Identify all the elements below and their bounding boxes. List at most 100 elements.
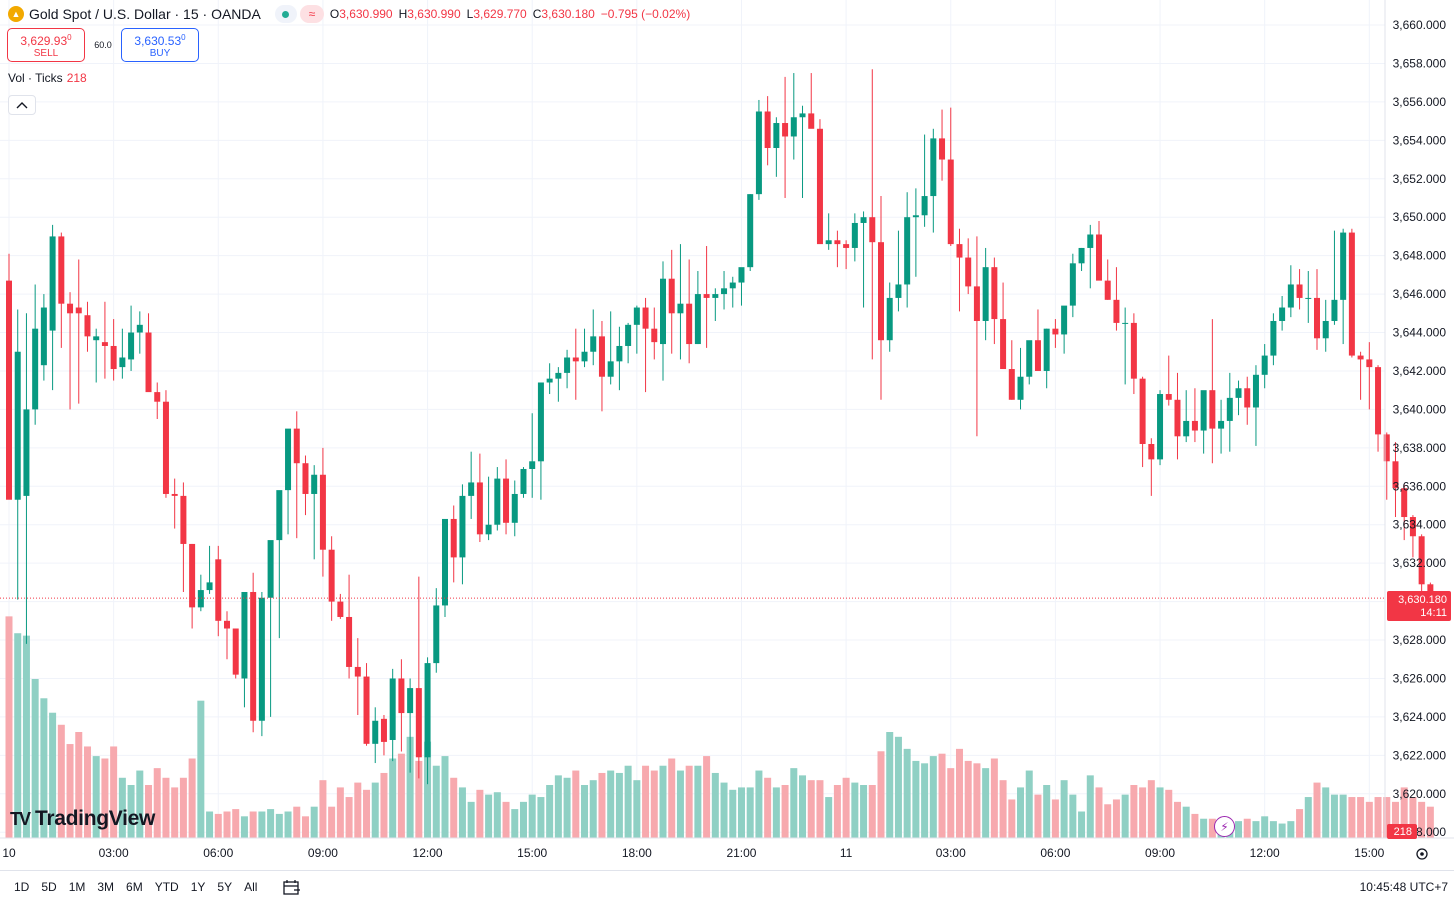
price-tick-label: 3,642.000 xyxy=(1393,364,1447,378)
price-tick-label: 3,648.000 xyxy=(1393,249,1447,263)
volume-bar xyxy=(676,770,684,838)
volume-legend[interactable]: Vol · Ticks 218 xyxy=(8,71,87,85)
candle-body xyxy=(581,351,588,362)
volume-bar xyxy=(49,712,57,838)
range-ytd-button[interactable]: YTD xyxy=(154,880,179,894)
time-tick-label: 06:00 xyxy=(1040,846,1070,860)
volume-bar xyxy=(729,789,737,838)
volume-bar xyxy=(1156,787,1164,838)
candle-body xyxy=(14,351,21,500)
range-1y-button[interactable]: 1Y xyxy=(190,880,206,894)
close-key: C xyxy=(532,7,542,21)
ohlc-values: O 3,630.990 H 3,630.990 L 3,629.770 C 3,630.… xyxy=(330,7,696,21)
candle-body xyxy=(1052,328,1059,335)
price-tick-label: 3,658.000 xyxy=(1393,56,1447,70)
candle-body xyxy=(119,357,126,368)
candle-body xyxy=(1122,322,1129,324)
collapse-legend-button[interactable] xyxy=(8,95,36,115)
candle-body xyxy=(790,117,797,137)
candlestick-series xyxy=(6,69,1434,785)
volume-bar xyxy=(746,787,754,838)
price-tick-label: 3,652.000 xyxy=(1393,172,1447,186)
candle-body xyxy=(764,111,771,149)
candle-body xyxy=(572,357,579,362)
volume-bar xyxy=(921,763,929,838)
candle-body xyxy=(337,601,344,617)
candle-body xyxy=(389,678,396,740)
price-chart[interactable]: 3,660.000 3,658.000 3,656.000 3,654.000 3,65… xyxy=(0,0,1454,870)
buy-button[interactable]: 3,630.530 BUY xyxy=(121,28,199,62)
candle-body xyxy=(180,495,187,544)
price-axis[interactable]: 3,660.000 3,658.000 3,656.000 3,654.000 3,65… xyxy=(1393,18,1447,839)
range-5d-button[interactable]: 5D xyxy=(41,880,57,894)
data-delay-icon[interactable]: ≈ xyxy=(299,5,324,23)
candle-body xyxy=(1375,367,1382,435)
tradingview-logo[interactable]: TV TradingView xyxy=(10,807,155,831)
volume-bar xyxy=(711,772,719,838)
candle-body xyxy=(555,372,562,379)
candle-body xyxy=(503,478,510,523)
volume-bar xyxy=(397,753,405,838)
volume-bar xyxy=(511,809,519,838)
candle-body xyxy=(23,409,30,496)
candle-body xyxy=(686,303,693,345)
chart-settings-icon[interactable] xyxy=(1412,844,1432,864)
volume-bar xyxy=(615,772,623,838)
volume-bar xyxy=(1374,797,1382,838)
volume-bar xyxy=(825,797,833,838)
volume-bar xyxy=(380,772,388,838)
utc-clock[interactable]: 10:45:48 UTC+7 xyxy=(1359,880,1448,894)
candle-body xyxy=(1069,263,1076,306)
volume-bar xyxy=(1287,821,1295,838)
market-status[interactable] xyxy=(274,5,297,23)
time-tick-label: 21:00 xyxy=(726,846,756,860)
gold-coin-icon[interactable]: ▲ xyxy=(8,6,24,22)
candle-body xyxy=(442,518,448,606)
range-3m-button[interactable]: 3M xyxy=(97,880,115,894)
range-5y-button[interactable]: 5Y xyxy=(217,880,233,894)
range-1m-button[interactable]: 1M xyxy=(68,880,86,894)
volume-bar xyxy=(685,765,693,838)
volume-bar xyxy=(31,679,39,838)
candle-body xyxy=(1401,488,1408,518)
volume-bar xyxy=(1313,782,1321,838)
volume-bar xyxy=(214,813,222,838)
candle-body xyxy=(145,332,152,393)
candle-body xyxy=(607,361,614,377)
calendar-range-icon[interactable] xyxy=(281,876,303,898)
sell-label: SELL xyxy=(33,47,59,59)
candle-body xyxy=(1252,374,1259,408)
time-tick-label: 03:00 xyxy=(936,846,966,860)
volume-bar xyxy=(1121,794,1129,838)
range-all-button[interactable]: All xyxy=(244,880,258,894)
volume-bar xyxy=(354,782,362,838)
volume-bar xyxy=(485,794,493,838)
tradingview-wordmark: TradingView xyxy=(35,807,156,830)
range-6m-button[interactable]: 6M xyxy=(126,880,143,894)
candle-body xyxy=(136,324,143,333)
volume-bar xyxy=(319,780,327,838)
volume-bar xyxy=(1339,794,1347,838)
high-value: 3,630.990 xyxy=(407,7,461,21)
volume-bar xyxy=(467,801,475,838)
volume-bar xyxy=(5,616,13,838)
volume-bar xyxy=(990,758,998,838)
candle-body xyxy=(878,242,884,341)
candle-body xyxy=(1235,388,1242,398)
volume-bar xyxy=(581,785,589,838)
volume-bar xyxy=(633,780,641,838)
range-1d-button[interactable]: 1D xyxy=(14,880,30,894)
time-tick-label: 18:00 xyxy=(622,846,652,860)
sell-button[interactable]: 3,629.930 SELL xyxy=(7,28,85,62)
candle-body xyxy=(1261,355,1268,375)
volume-bar xyxy=(563,777,571,838)
last-price-badge: 3,630.180 14:11 xyxy=(1387,591,1451,621)
symbol-title[interactable]: Gold Spot / U.S. Dollar · 15 · OANDA xyxy=(29,6,261,22)
volume-bar xyxy=(197,700,205,838)
volume-bar xyxy=(528,794,536,838)
volume-bar xyxy=(554,775,562,838)
volume-bar xyxy=(249,811,257,838)
lightning-bolt-icon[interactable]: ⚡ xyxy=(1214,816,1235,837)
volume-bar xyxy=(572,770,580,838)
time-axis[interactable]: 10 03:00 06:00 09:00 12:00 15:00 18:00 21:00 11 0… xyxy=(2,846,1384,860)
